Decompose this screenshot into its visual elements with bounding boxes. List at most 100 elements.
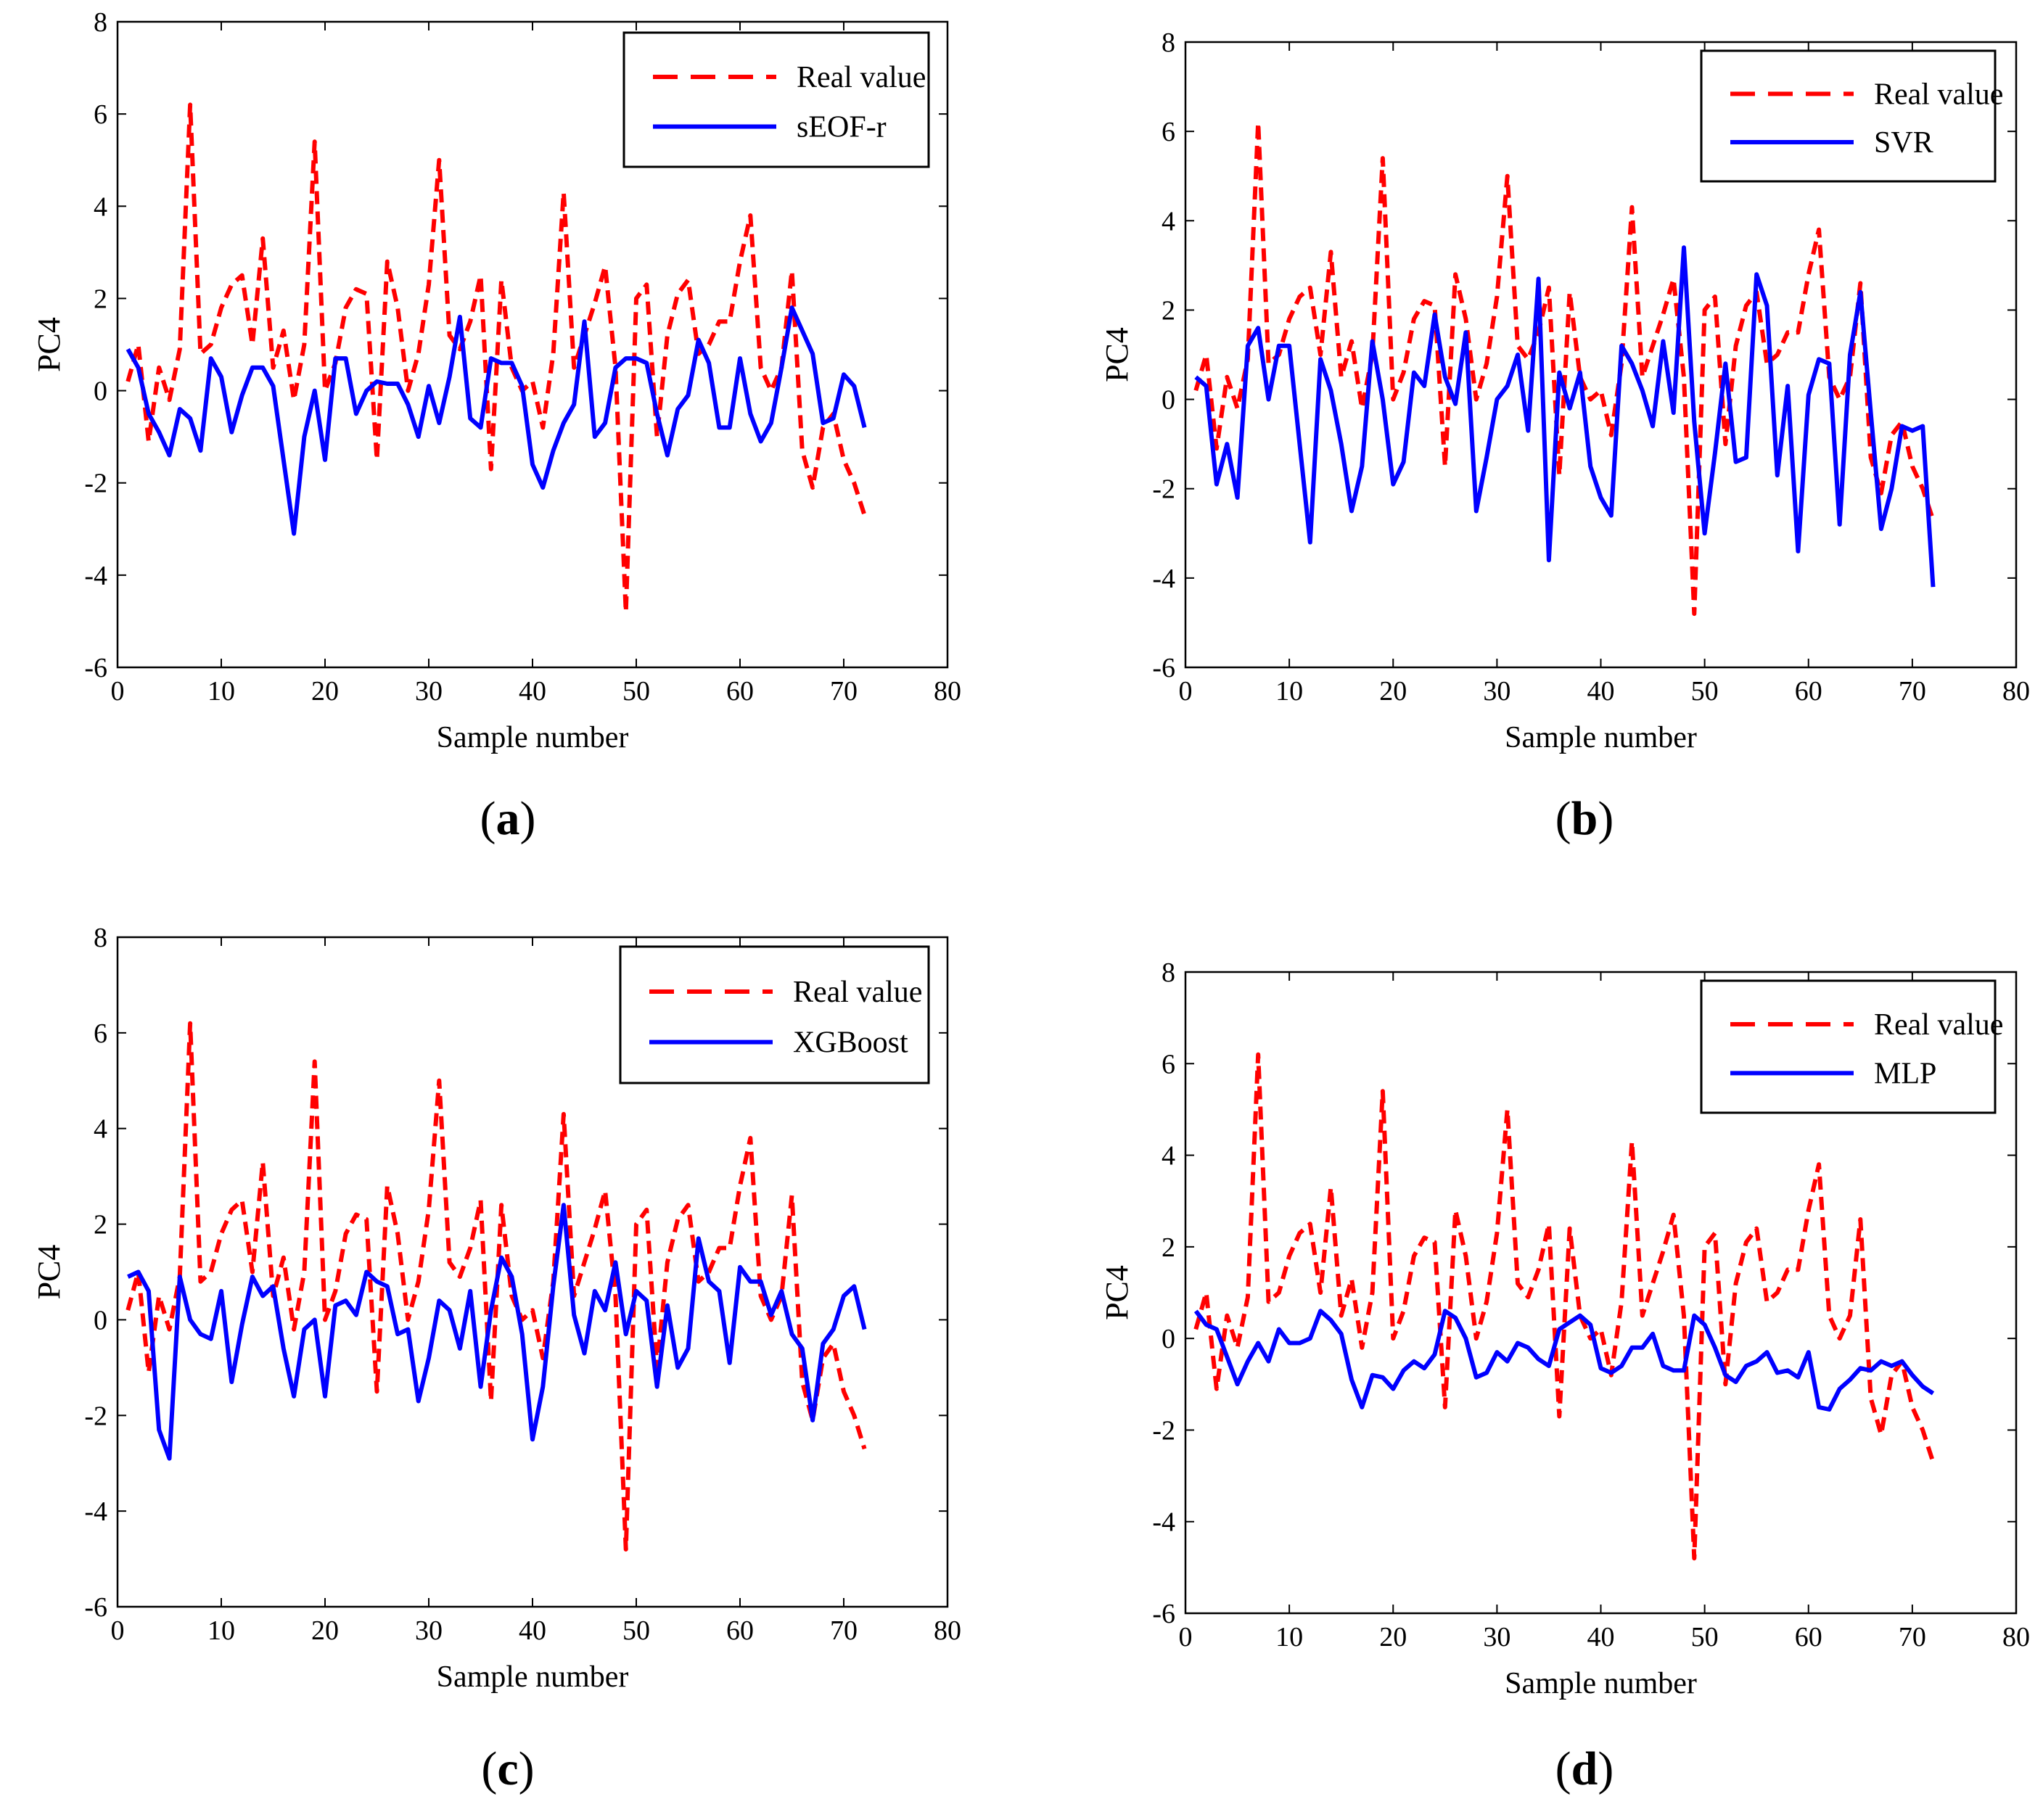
real-value-series-line (1193, 1052, 1936, 1561)
x-axis-label: Sample number (1505, 721, 1697, 754)
y-tick-label: -2 (1152, 1415, 1175, 1446)
x-tick-label: 50 (622, 676, 650, 707)
x-tick-label: 30 (415, 1615, 443, 1646)
y-tick-label: -6 (84, 1592, 107, 1623)
x-tick-label: 40 (519, 676, 546, 707)
legend: Real value sEOF-r (622, 31, 930, 168)
x-tick-label: 0 (1179, 676, 1193, 707)
y-tick-label: 8 (94, 923, 107, 953)
y-tick-label: 0 (94, 376, 107, 407)
x-tick-label: 40 (1587, 1622, 1615, 1652)
legend-entry-label: MLP (1874, 1057, 1936, 1090)
x-tick-label: 40 (519, 1615, 546, 1646)
x-tick-label: 80 (934, 1615, 961, 1646)
x-tick-label: 30 (1483, 1622, 1510, 1652)
y-tick-label: -6 (1152, 1599, 1175, 1629)
x-tick-label: 80 (2002, 1622, 2030, 1652)
x-tick-label: 60 (1795, 676, 1822, 707)
x-tick-label: 70 (1899, 676, 1926, 707)
legend-entry-label: Real value (1874, 1008, 2003, 1042)
x-axis-label: Sample number (437, 1660, 629, 1694)
x-axis-label: Sample number (1505, 1667, 1697, 1700)
x-tick-label: 50 (1691, 1622, 1719, 1652)
y-tick-label: 4 (94, 192, 107, 222)
legend-box (622, 31, 930, 168)
legend-entry-label: Real value (793, 976, 922, 1009)
y-tick-label: 8 (94, 7, 107, 38)
y-axis-label: PC4 (31, 317, 67, 372)
legend: Real value MLP (1700, 979, 2003, 1114)
y-axis-label: PC4 (1099, 327, 1135, 382)
y-tick-label: -4 (1152, 564, 1175, 594)
y-tick-label: -2 (84, 1401, 107, 1431)
x-tick-label: 60 (726, 1615, 754, 1646)
legend-box (1700, 49, 1997, 183)
y-tick-label: -6 (84, 653, 107, 683)
x-tick-label: 50 (1691, 676, 1719, 707)
y-axis-label: PC4 (31, 1245, 67, 1300)
y-tick-label: -2 (1152, 474, 1175, 505)
y-tick-label: 4 (1162, 206, 1175, 236)
x-tick-label: 10 (207, 676, 235, 707)
y-tick-label: 0 (1162, 385, 1175, 416)
x-tick-label: 10 (1275, 676, 1303, 707)
prediction-series-line (126, 305, 867, 536)
x-tick-label: 30 (1483, 676, 1510, 707)
y-tick-label: 6 (94, 99, 107, 130)
legend-entry-label: sEOF-r (797, 111, 887, 144)
x-tick-label: 10 (207, 1615, 235, 1646)
prediction-series-line (127, 1203, 867, 1461)
y-tick-label: 8 (1162, 958, 1175, 988)
x-tick-label: 70 (1899, 1622, 1926, 1652)
legend-entry-label: Real value (797, 61, 926, 94)
y-tick-label: 2 (94, 1210, 107, 1240)
x-tick-label: 20 (311, 1615, 339, 1646)
panel-label: (c) (481, 1742, 534, 1795)
x-axis-label: Sample number (437, 721, 629, 754)
y-tick-label: -4 (1152, 1507, 1175, 1538)
x-tick-label: 60 (726, 676, 754, 707)
x-tick-label: 30 (415, 676, 443, 707)
y-tick-label: -4 (84, 1496, 107, 1527)
x-tick-label: 70 (830, 676, 858, 707)
legend: Real value XGBoost (619, 945, 930, 1084)
legend-box (1700, 979, 1997, 1114)
y-tick-label: 6 (1162, 1049, 1175, 1079)
x-tick-label: 50 (622, 1615, 650, 1646)
panel-label: (b) (1555, 792, 1614, 845)
chart-panel-4: 0 10 20 30 40 50 60 70 80 -6 -4 -2 0 2 4 6 8 Sample numbe… (1099, 958, 2030, 1795)
y-tick-label: 8 (1162, 28, 1175, 58)
y-tick-label: 0 (1162, 1324, 1175, 1354)
x-tick-label: 0 (111, 1615, 125, 1646)
x-tick-label: 40 (1587, 676, 1615, 707)
chart-panel-2: 0 10 20 30 40 50 60 70 80 -6 -4 -2 0 2 4 6 8 Sample numbe… (1099, 28, 2030, 845)
y-tick-label: -6 (1152, 653, 1175, 683)
y-tick-label: 2 (94, 284, 107, 314)
legend-entry-label: Real value (1874, 78, 2003, 111)
chart-panel-3: 0 10 20 30 40 50 60 70 80 -6 -4 -2 0 2 4 6 8 Sample numbe… (31, 923, 961, 1795)
y-tick-label: 4 (1162, 1141, 1175, 1172)
panel-label: (d) (1555, 1742, 1614, 1795)
y-tick-label: 2 (1162, 295, 1175, 326)
prediction-series-line (1193, 1309, 1935, 1412)
x-tick-label: 20 (311, 676, 339, 707)
x-tick-label: 20 (1379, 1622, 1407, 1652)
real-value-series-line (126, 1021, 867, 1552)
y-tick-label: 0 (94, 1305, 107, 1335)
x-tick-label: 0 (1179, 1622, 1193, 1652)
panel-label: (a) (480, 792, 536, 845)
y-axis-label: PC4 (1099, 1265, 1135, 1320)
x-tick-label: 70 (830, 1615, 858, 1646)
y-tick-label: 6 (94, 1018, 107, 1049)
chart-panel-1: 0 10 20 30 40 50 60 70 80 -6 -4 -2 0 2 4 6 8 Sample numbe… (31, 7, 961, 845)
legend-box (619, 945, 930, 1084)
legend: Real value SVR (1700, 49, 2003, 183)
x-tick-label: 80 (934, 676, 961, 707)
x-tick-label: 10 (1275, 1622, 1303, 1652)
prediction-series-line (1194, 245, 1936, 588)
legend-entry-label: XGBoost (793, 1026, 908, 1060)
x-tick-label: 60 (1795, 1622, 1822, 1652)
real-value-series-line (126, 102, 867, 614)
x-tick-label: 20 (1379, 676, 1407, 707)
